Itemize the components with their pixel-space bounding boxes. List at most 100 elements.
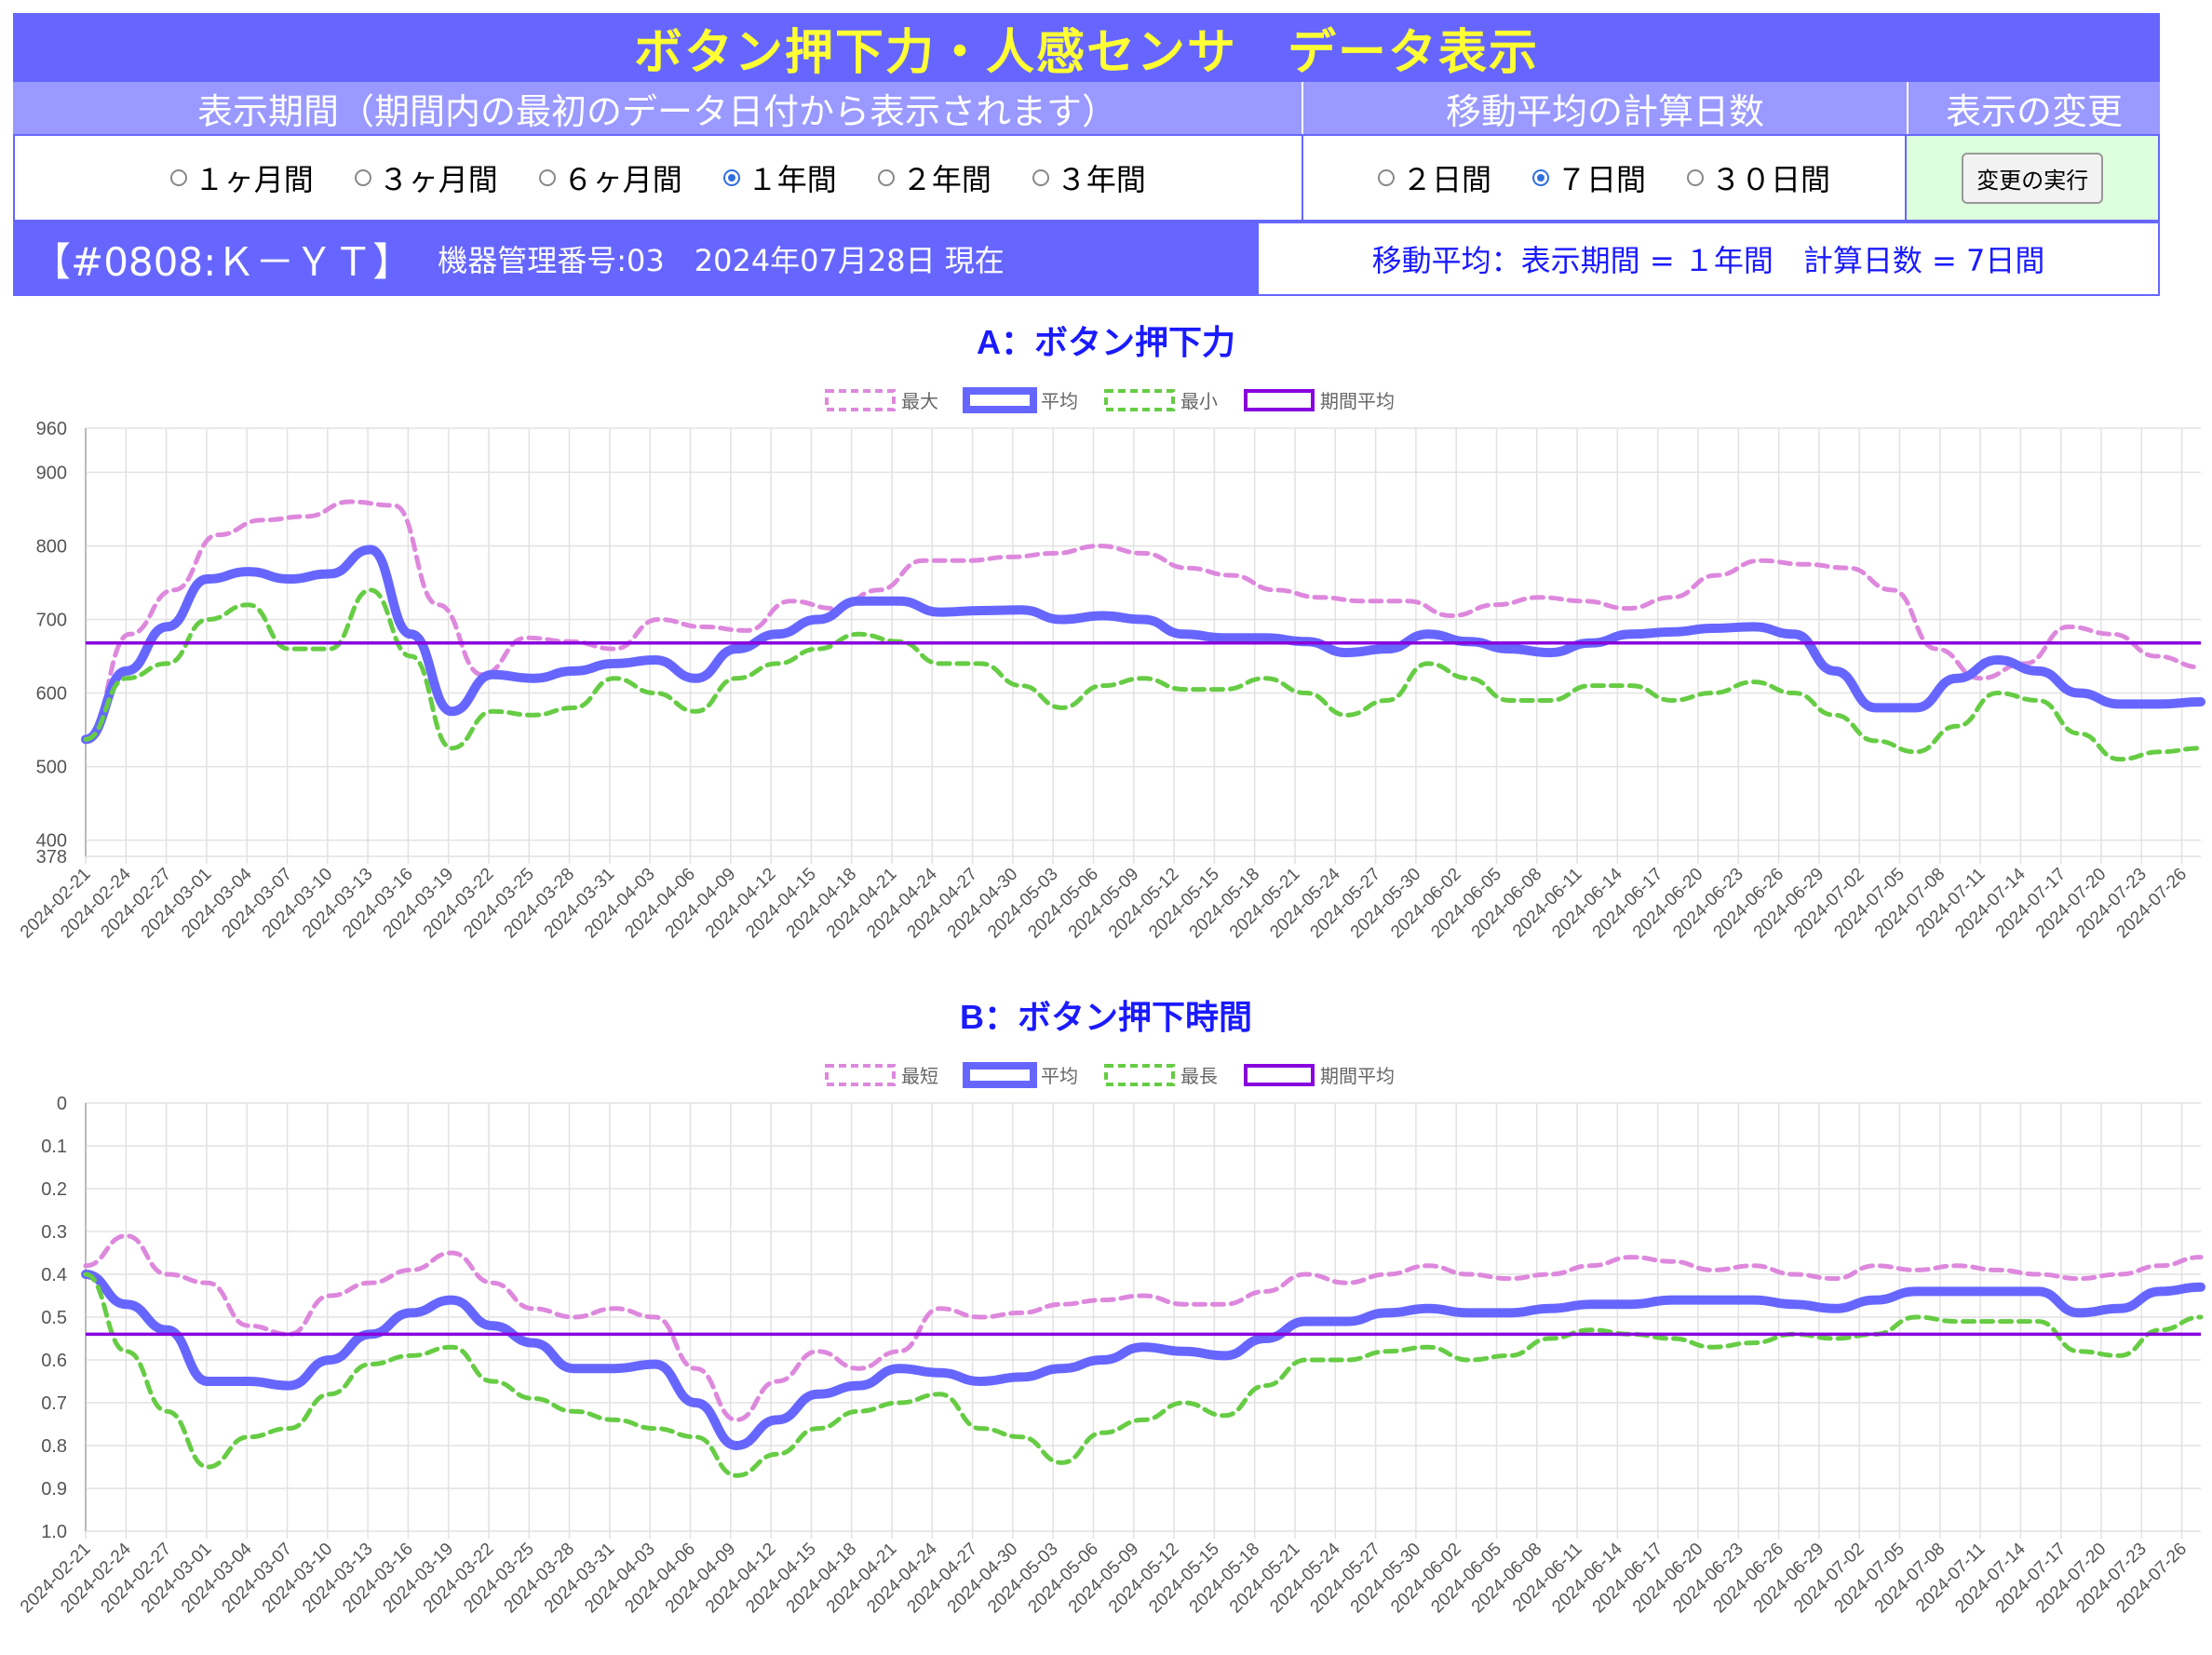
period-option-1[interactable]: ３ヶ月間 [354, 156, 498, 199]
x-tick-label: 2024-02-24 [57, 864, 135, 942]
x-tick-label: 2024-03-25 [460, 1540, 538, 1618]
x-tick-label: 2024-07-02 [1790, 1540, 1868, 1618]
x-tick-label: 2024-05-15 [1145, 1540, 1223, 1618]
x-tick-label: 2024-06-26 [1710, 1540, 1788, 1618]
period-radio-1[interactable] [354, 169, 371, 186]
x-tick-label: 2024-04-21 [823, 865, 901, 943]
x-tick-label: 2024-07-02 [1790, 865, 1868, 943]
device-meta: 機器管理番号:03 2024年07月28日 現在 [438, 243, 1005, 278]
x-tick-label: 2024-05-27 [1307, 865, 1385, 943]
legend-label: 最短 [901, 1066, 938, 1087]
y-tick-label: 0.1 [41, 1137, 67, 1157]
x-tick-label: 2024-04-30 [944, 1540, 1022, 1618]
series-最短 [83, 1233, 2204, 1422]
x-tick-label: 2024-07-20 [2032, 865, 2111, 943]
x-tick-label: 2024-03-01 [138, 1540, 216, 1618]
y-tick-label: 960 [36, 419, 67, 439]
period-options: １ヶ月間 ３ヶ月間 ６ヶ月間 １年間 ２年間 ３年間 [15, 136, 1303, 220]
x-tick-label: 2024-04-12 [702, 865, 780, 943]
x-tick-label: 2024-05-18 [1186, 1540, 1264, 1618]
device-id: 【#0808:Ｋ－ＹＴ】 [32, 238, 412, 285]
ma-option-0[interactable]: ２日間 [1378, 156, 1491, 199]
period-label-0: １ヶ月間 [194, 162, 314, 197]
x-tick-label: 2024-03-31 [541, 1540, 619, 1618]
x-tick-label: 2024-05-15 [1145, 865, 1223, 943]
x-tick-label: 2024-04-06 [621, 865, 699, 943]
x-tick-label: 2024-02-21 [17, 1540, 95, 1618]
x-tick-label: 2024-07-23 [2072, 1540, 2151, 1618]
legend-label: 最小 [1180, 391, 1218, 412]
y-tick-label: 700 [36, 610, 67, 630]
change-header: 表示の変更 [1909, 82, 2160, 134]
x-tick-label: 2024-03-19 [380, 865, 458, 943]
x-tick-label: 2024-05-27 [1307, 1540, 1385, 1618]
x-tick-label: 2024-03-10 [259, 1540, 337, 1618]
x-tick-label: 2024-03-04 [178, 1539, 256, 1617]
x-tick-label: 2024-06-26 [1710, 865, 1788, 943]
x-tick-label: 2024-07-20 [2032, 1540, 2111, 1618]
ma-option-2[interactable]: ３０日間 [1687, 156, 1830, 199]
period-option-3[interactable]: １年間 [722, 156, 837, 199]
legend-swatch [825, 1064, 896, 1086]
period-option-5[interactable]: ３年間 [1032, 156, 1146, 199]
period-label-5: ３年間 [1056, 162, 1146, 197]
change-cell: 変更の実行 [1907, 136, 2158, 220]
x-tick-label: 2024-04-18 [783, 1540, 861, 1618]
y-tick-label: 0 [57, 1094, 67, 1114]
x-tick-label: 2024-04-03 [581, 865, 659, 943]
x-tick-label: 2024-04-21 [823, 1540, 901, 1618]
ma-radio-2[interactable] [1687, 169, 1705, 186]
legend-swatch [825, 389, 896, 411]
legend-label: 平均 [1041, 391, 1078, 412]
y-tick-label: 600 [36, 684, 67, 705]
chart-title: B：ボタン押下時間 [960, 998, 1252, 1036]
period-option-2[interactable]: ６ヶ月間 [538, 156, 682, 199]
x-tick-label: 2024-06-05 [1427, 865, 1505, 943]
period-radio-4[interactable] [877, 169, 895, 186]
x-tick-label: 2024-04-18 [783, 865, 861, 943]
period-radio-2[interactable] [538, 169, 556, 186]
period-label-1: ３ヶ月間 [378, 162, 498, 197]
x-tick-label: 2024-05-21 [1226, 1540, 1304, 1618]
y-tick-label: 0.5 [41, 1308, 67, 1328]
execute-button[interactable]: 変更の実行 [1962, 152, 2104, 204]
x-tick-label: 2024-04-09 [662, 1540, 740, 1618]
ma-label-1: ７日間 [1557, 162, 1647, 197]
ma-radio-1[interactable] [1532, 169, 1550, 186]
x-tick-label: 2024-07-08 [1871, 1540, 1949, 1618]
ma-option-1[interactable]: ７日間 [1532, 156, 1646, 199]
x-tick-label: 2024-02-24 [57, 1539, 135, 1617]
series-最長 [83, 1272, 2204, 1478]
x-tick-label: 2024-06-02 [1387, 865, 1465, 943]
period-label-3: １年間 [747, 162, 837, 197]
ma-label-2: ３０日間 [1711, 162, 1831, 197]
period-option-4[interactable]: ２年間 [877, 156, 991, 199]
legend-swatch [1104, 389, 1175, 411]
period-radio-5[interactable] [1032, 169, 1049, 186]
legend-swatch [963, 387, 1037, 413]
y-tick-label: 1.0 [41, 1522, 67, 1542]
x-tick-label: 2024-05-30 [1347, 865, 1425, 943]
x-tick-label: 2024-03-13 [299, 1540, 377, 1618]
x-tick-label: 2024-05-03 [984, 1540, 1062, 1618]
x-tick-label: 2024-06-08 [1468, 865, 1546, 943]
x-tick-label: 2024-03-31 [541, 865, 619, 943]
period-radio-3[interactable] [722, 169, 740, 186]
options-row: １ヶ月間 ３ヶ月間 ６ヶ月間 １年間 ２年間 ３年間 ２日間 ７日間 ３０日間 変更の実行 [13, 134, 2160, 222]
x-tick-label: 2024-07-14 [1951, 1539, 2030, 1617]
x-tick-label: 2024-07-05 [1830, 865, 1909, 943]
device-info: 【#0808:Ｋ－ＹＴ】 機器管理番号:03 2024年07月28日 現在 [13, 222, 1257, 296]
ma-options: ２日間 ７日間 ３０日間 [1303, 136, 1908, 220]
x-tick-label: 2024-06-08 [1468, 1540, 1546, 1618]
period-radio-0[interactable] [169, 169, 187, 186]
x-tick-label: 2024-06-17 [1589, 865, 1667, 943]
x-tick-label: 2024-03-19 [380, 1540, 458, 1618]
period-option-0[interactable]: １ヶ月間 [169, 156, 314, 199]
x-tick-label: 2024-02-27 [98, 1540, 176, 1618]
x-tick-label: 2024-06-23 [1669, 1540, 1747, 1618]
x-tick-label: 2024-04-03 [581, 1540, 659, 1618]
x-tick-label: 2024-04-15 [742, 865, 820, 943]
x-tick-label: 2024-04-09 [662, 865, 740, 943]
ma-radio-0[interactable] [1378, 169, 1395, 186]
legend-swatch [1104, 1064, 1175, 1086]
